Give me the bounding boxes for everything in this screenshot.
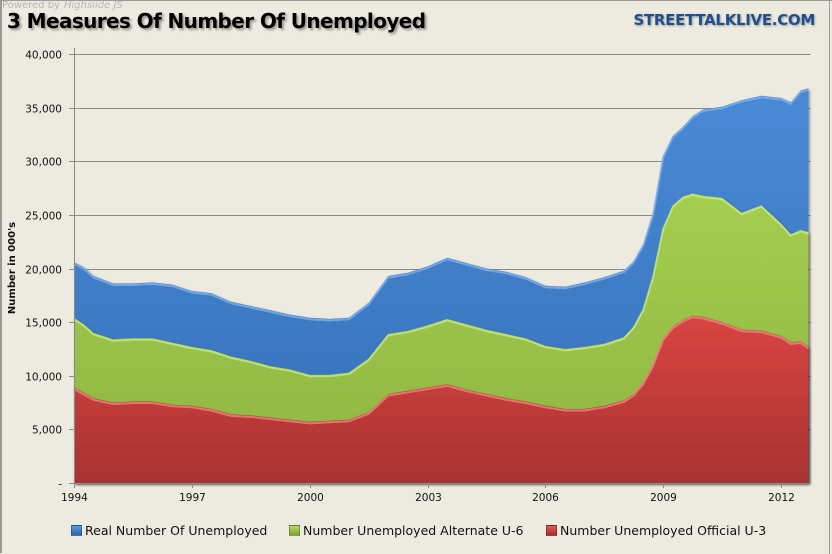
y-axis-label: Number in 000's [7,222,18,314]
y-tick-label: 40,000 [25,50,62,62]
area-edge-real-unemployed [73,88,809,322]
legend-label: Number Unemployed Alternate U-6 [303,523,524,538]
legend-swatch-red [546,525,557,536]
legend-label: Real Number Of Unemployed [85,523,268,538]
x-tick-label: 2000 [297,492,324,504]
legend-item-u3[interactable]: Number Unemployed Official U-3 [546,523,766,538]
chart-title: 3 Measures Of Number Of Unemployed [7,9,426,33]
legend-swatch-green [289,525,300,536]
powered-by-name[interactable]: Highslide JS [63,0,123,11]
axes: - 5,000 10,000 15,000 20,000 25,000 30,000 35,0… [25,48,811,504]
brand-watermark: STREETTALKLIVE.COM [633,11,816,29]
y-tick-label: 5,000 [32,425,62,437]
right-border [829,0,830,554]
x-tick-label: 1994 [61,492,88,504]
area-u3 [74,315,809,483]
legend-swatch-blue [71,525,82,536]
area-edge-u3 [73,316,810,425]
area-edge-u6 [73,193,809,378]
x-tick-label: 2012 [768,492,795,504]
y-tick-label: 15,000 [25,318,62,330]
legend-label: Number Unemployed Official U-3 [560,523,767,538]
x-tick-label: 2006 [532,492,559,504]
y-tick-label: 35,000 [25,104,62,116]
legend: Real Number Of Unemployed Number Unemplo… [0,523,832,541]
y-tick-label: - [58,479,62,491]
series-areas [73,88,810,484]
y-tick-label: 25,000 [25,211,62,223]
y-tick-label: 10,000 [25,372,62,384]
x-tick-label: 2009 [650,492,677,504]
x-tick-label: 2003 [415,492,442,504]
y-tick-label: 30,000 [25,157,62,169]
powered-by-credit[interactable]: Powered by Highslide JS [2,0,123,11]
y-tick-label: 20,000 [25,265,62,277]
powered-by-prefix: Powered by [2,0,60,11]
legend-item-u6[interactable]: Number Unemployed Alternate U-6 [289,523,523,538]
legend-item-real[interactable]: Real Number Of Unemployed [71,523,267,538]
x-tick-label: 1997 [179,492,206,504]
